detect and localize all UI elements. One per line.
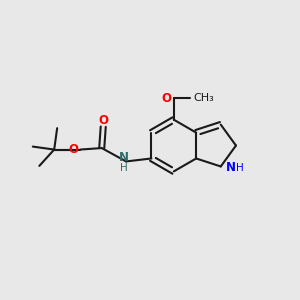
Text: N: N [119, 152, 129, 164]
Text: CH₃: CH₃ [194, 93, 214, 103]
Text: O: O [69, 143, 79, 156]
Text: H: H [236, 163, 244, 173]
Text: O: O [162, 92, 172, 105]
Text: O: O [98, 114, 108, 127]
Text: N: N [226, 161, 236, 174]
Text: H: H [120, 163, 127, 173]
